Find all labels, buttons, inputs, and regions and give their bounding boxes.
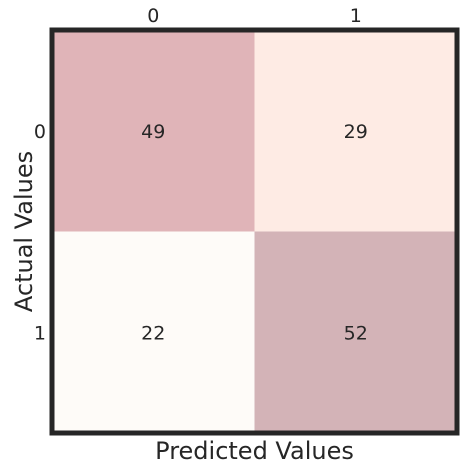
heatmap-cell: [52, 30, 255, 232]
y-tick-label: 0: [34, 121, 46, 143]
heatmap-cells: [52, 30, 457, 433]
plot-frame: [49, 27, 460, 436]
y-tick-labels: 01: [34, 121, 46, 345]
cell-value-label: 29: [344, 121, 368, 143]
x-tick-label: 1: [350, 5, 362, 27]
heatmap-cell-labels: 49 29 22 52: [141, 121, 368, 345]
cell-value-label: 52: [344, 322, 368, 344]
heatmap-cell: [52, 231, 255, 433]
y-tick-label: 1: [34, 322, 46, 344]
cell-value-label: 49: [141, 121, 165, 143]
cell-value-label: 22: [141, 322, 165, 344]
x-axis-label: Predicted Values: [155, 437, 354, 465]
heatmap-cell: [254, 30, 457, 232]
x-tick-label: 0: [147, 5, 159, 27]
y-axis-label: Actual Values: [10, 151, 38, 312]
heatmap-cell: [254, 231, 457, 433]
